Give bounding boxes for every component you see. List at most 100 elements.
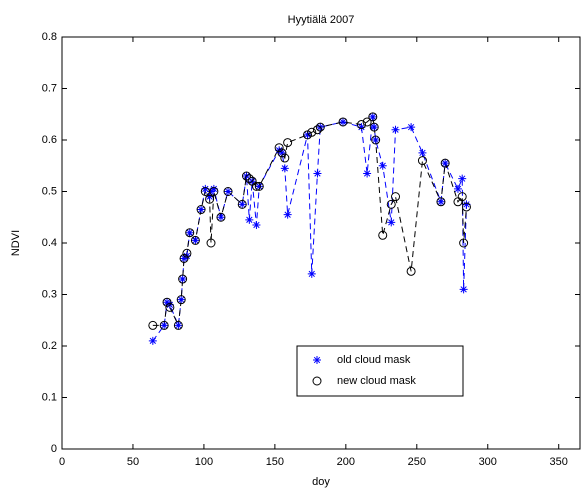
marker: [303, 130, 312, 139]
x-tick-label: 350: [550, 456, 568, 468]
marker: [185, 228, 195, 238]
marker: [371, 136, 380, 144]
marker: [436, 197, 445, 206]
y-tick-label: 0: [51, 443, 57, 455]
marker: [274, 143, 284, 153]
marker: [458, 174, 467, 183]
marker: [206, 238, 216, 248]
y-tick-label: 0.3: [42, 288, 57, 300]
x-tick-label: 150: [266, 456, 284, 468]
marker: [216, 212, 226, 222]
y-axis-label: NDVI: [10, 230, 22, 256]
marker: [338, 117, 347, 126]
y-tick-label: 0.4: [42, 237, 57, 249]
marker: [185, 228, 194, 237]
marker: [363, 169, 372, 178]
marker: [244, 174, 254, 184]
y-tick-label: 0.1: [42, 391, 57, 403]
x-tick-label: 100: [195, 456, 213, 468]
legend-marker: [313, 356, 321, 364]
marker: [459, 285, 468, 294]
marker: [238, 200, 247, 209]
marker: [307, 269, 316, 278]
marker: [178, 274, 188, 284]
x-tick-label: 200: [337, 456, 355, 468]
marker: [371, 135, 381, 145]
marker: [338, 117, 348, 127]
marker: [440, 158, 450, 168]
marker: [245, 215, 254, 224]
marker: [436, 197, 446, 207]
marker: [191, 236, 200, 245]
marker: [368, 112, 378, 122]
marker: [160, 321, 169, 330]
marker: [406, 266, 416, 276]
marker: [283, 138, 293, 148]
marker: [457, 192, 467, 202]
marker: [312, 125, 322, 135]
marker: [407, 123, 416, 132]
y-tick-label: 0.5: [42, 185, 57, 197]
marker: [387, 218, 396, 227]
y-tick-label: 0.7: [42, 82, 57, 94]
marker: [196, 205, 206, 215]
legend: old cloud mask new cloud mask: [296, 345, 464, 397]
y-tick-label: 0.8: [42, 31, 57, 43]
marker: [209, 184, 218, 193]
marker: [165, 302, 175, 312]
marker: [277, 148, 286, 157]
marker: [254, 181, 264, 191]
legend-label: new cloud mask: [337, 375, 416, 387]
marker: [162, 297, 172, 307]
legend-box: [296, 345, 464, 397]
legend-label: old cloud mask: [337, 354, 411, 366]
x-tick-label: 250: [408, 456, 426, 468]
marker: [251, 181, 261, 191]
marker: [391, 192, 401, 202]
marker: [177, 295, 186, 304]
marker: [223, 187, 233, 196]
marker: [197, 205, 206, 214]
marker: [182, 248, 192, 258]
marker: [370, 123, 379, 132]
marker: [148, 336, 157, 345]
marker: [200, 187, 210, 196]
marker: [190, 235, 200, 245]
marker: [209, 187, 219, 196]
marker: [386, 199, 396, 209]
marker: [369, 122, 379, 132]
y-tick-label: 0.2: [42, 340, 57, 352]
marker: [315, 122, 325, 132]
marker: [178, 275, 187, 284]
marker: [173, 320, 183, 330]
x-tick-label: 300: [479, 456, 497, 468]
marker: [216, 213, 225, 222]
marker: [179, 253, 189, 263]
x-tick-label: 0: [59, 456, 65, 468]
marker: [378, 230, 388, 240]
marker: [462, 200, 471, 209]
marker: [362, 117, 372, 127]
marker: [277, 148, 287, 158]
chart-title: Hyytiälä 2007: [288, 14, 355, 26]
marker: [255, 182, 264, 191]
marker: [148, 320, 158, 330]
legend-marker: [312, 376, 322, 386]
marker: [313, 169, 322, 178]
marker: [368, 112, 377, 121]
marker: [453, 184, 462, 193]
marker: [391, 125, 400, 134]
marker: [205, 194, 215, 204]
marker: [159, 320, 169, 330]
marker: [459, 238, 469, 248]
marker: [356, 120, 366, 130]
marker: [441, 159, 450, 168]
marker: [357, 123, 366, 132]
marker: [280, 153, 290, 163]
marker: [283, 210, 292, 219]
marker: [241, 171, 251, 181]
x-axis-label: doy: [312, 476, 330, 488]
marker: [252, 220, 261, 229]
marker: [417, 156, 427, 166]
